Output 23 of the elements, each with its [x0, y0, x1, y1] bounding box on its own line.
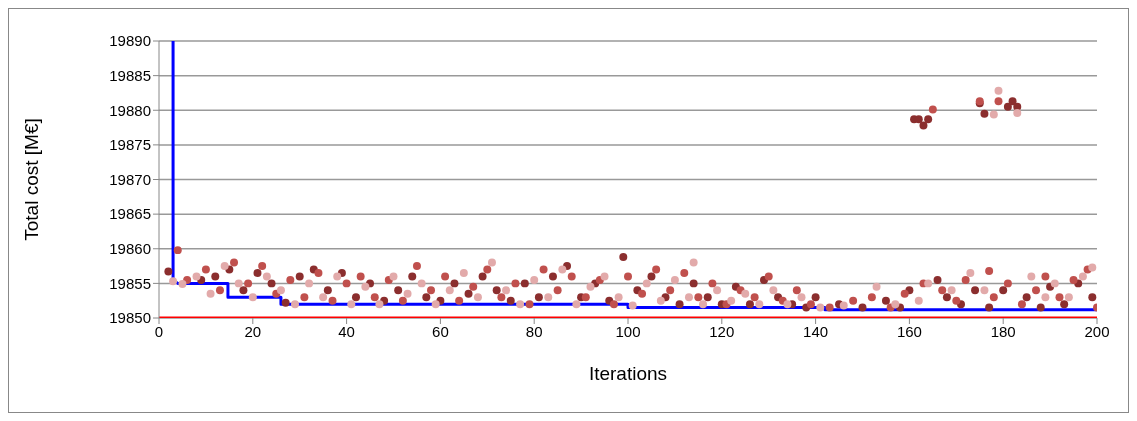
y-axis-title: Total cost [M€] — [20, 118, 42, 241]
x-tick-label: 40 — [338, 322, 355, 340]
x-tick-label: 200 — [1084, 322, 1110, 340]
y-tick-label: 19870 — [109, 170, 151, 188]
y-tick-label: 19880 — [109, 101, 151, 119]
y-tick-label: 19875 — [109, 136, 151, 154]
x-tick-label: 80 — [525, 322, 543, 340]
x-tick-label: 60 — [432, 322, 449, 340]
x-tick-label: 100 — [615, 322, 641, 340]
x-tick-label: 180 — [990, 322, 1016, 340]
y-tick-label: 19860 — [109, 240, 151, 258]
x-axis-title: Iterations — [588, 363, 668, 384]
y-tick-label: 19865 — [109, 205, 151, 223]
x-tick-label: 160 — [896, 322, 922, 340]
x-tick-label: 20 — [244, 322, 262, 340]
y-tick-label: 19890 — [109, 32, 151, 50]
y-tick-label: 19850 — [109, 309, 151, 327]
x-tick-label: 120 — [709, 322, 735, 340]
line-series — [171, 41, 1097, 312]
x-tick-label: 140 — [803, 322, 829, 340]
x-tick-label: 0 — [154, 322, 164, 340]
y-tick-label: 19855 — [109, 274, 151, 292]
y-tick-label: 19885 — [109, 66, 151, 84]
